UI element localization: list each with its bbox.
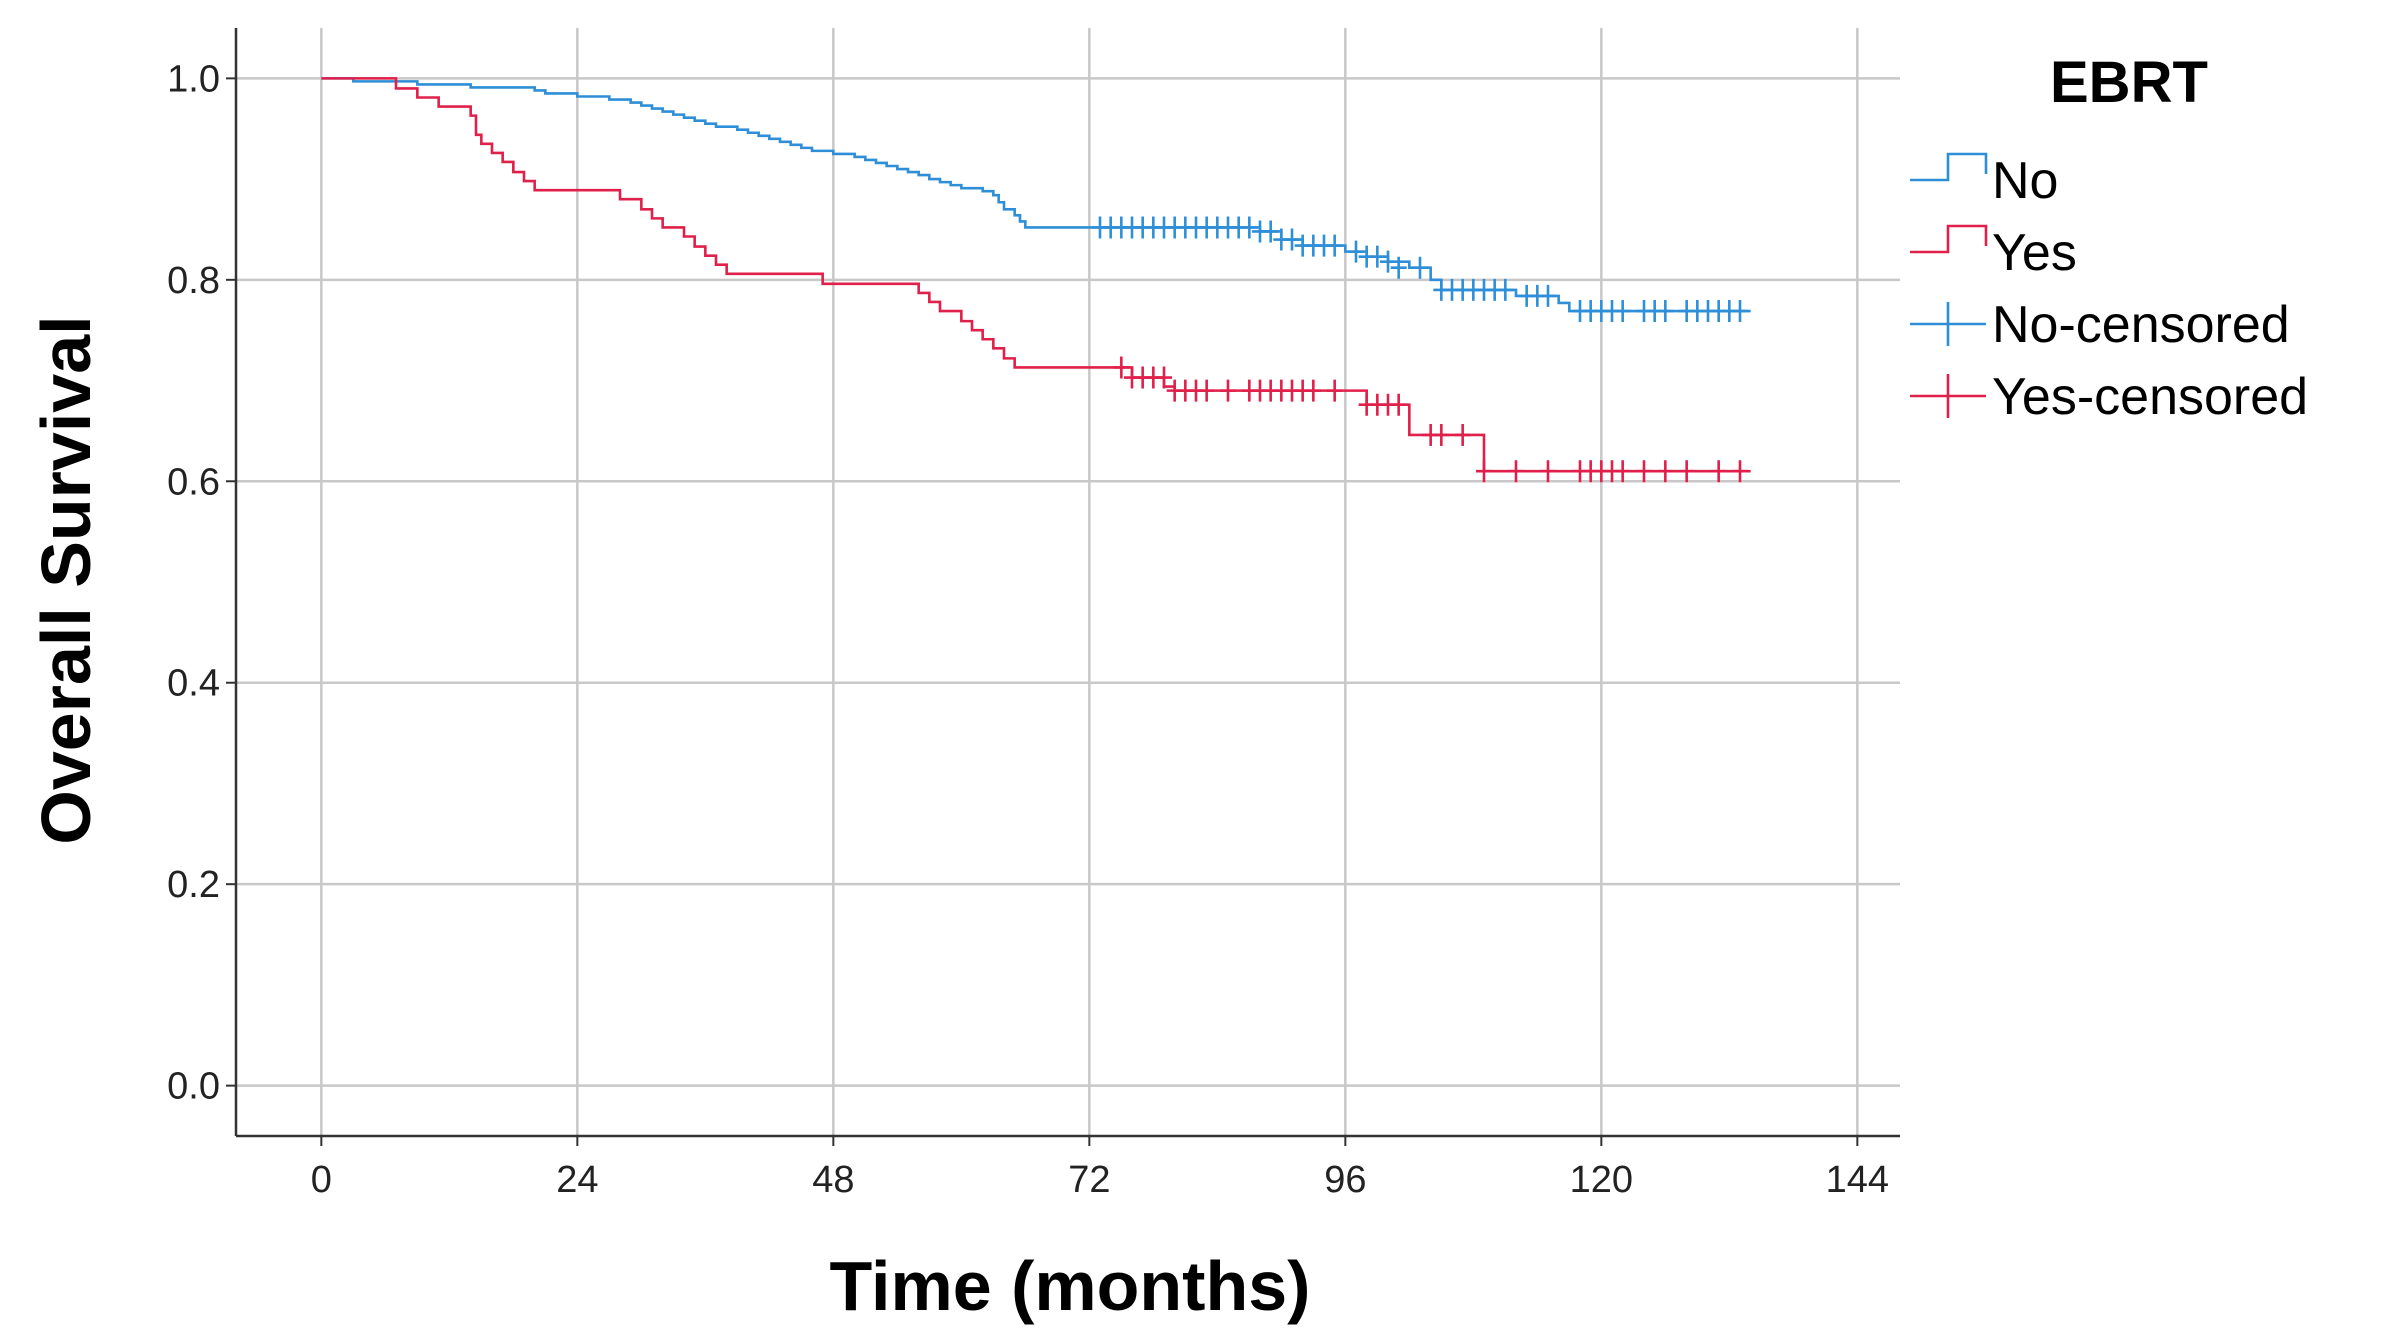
censor-mark-no [1326,234,1343,257]
y-tick-label: 0.6 [167,461,220,503]
censor-mark-yes [1678,460,1695,483]
censor-mark-yes [1305,379,1322,402]
censor-mark-no [1380,250,1396,273]
y-axis-title: Overall Survival [27,315,105,844]
censor-mark-no [1412,256,1428,279]
legend: EBRT No Yes No-censored Yes-censored [1910,50,2308,426]
axes-layer [226,28,1900,1146]
censor-mark-no [1614,300,1631,323]
censor-mark-yes [1390,393,1407,416]
legend-label: Yes [1992,224,2077,282]
y-tick-label: 0.8 [167,260,220,302]
y-tick-label: 0.4 [167,663,220,705]
legend-item-no: No [1910,152,2058,210]
legend-symbol-step [1910,224,1988,254]
legend-label: No-censored [1992,296,2290,354]
legend-label: No [1992,152,2058,210]
y-tick-label: 0.0 [167,1066,220,1108]
x-tick-label: 120 [1570,1159,1633,1201]
censor-mark-yes [1198,379,1215,402]
x-axis-title: Time (months) [830,1247,1311,1325]
censor-mark-yes [1540,460,1556,483]
censor-mark-yes [1454,423,1471,446]
x-tick-label: 72 [1068,1159,1110,1201]
censor-mark-no [1657,300,1674,323]
legend-item-yes: Yes [1910,224,2077,282]
censor-mark-yes [1220,379,1236,402]
legend-symbol-censored [1910,374,1986,418]
y-tick-label: 0.2 [167,864,220,906]
x-tick-label: 48 [812,1159,854,1201]
legend-item-yes-censored: Yes-censored [1910,368,2308,426]
x-tick-label: 24 [556,1159,598,1201]
legend-items: No Yes No-censored Yes-censored [1910,152,2308,426]
censor-mark-no [1390,256,1407,279]
x-tick-label: 0 [311,1159,332,1201]
censor-mark-yes [1156,366,1172,389]
censor-mark-no [1262,220,1279,243]
censor-mark-no [1348,240,1364,263]
y-tick-label: 1.0 [167,58,220,100]
censor-mark-yes [1113,356,1130,379]
x-tick-label: 96 [1324,1159,1366,1201]
legend-symbol-step [1910,152,1988,182]
censor-mark-yes [1636,460,1652,483]
censor-mark-no [1497,278,1514,301]
censor-mark-no [1369,245,1386,268]
censor-mark-yes [1476,460,1492,483]
tick-label-layer: 0 24 48 72 96 120 144 0.0 0.2 0.4 0.6 0.8 1.0 [167,58,1889,1201]
censor-mark-yes [1732,460,1748,483]
censor-mark-yes [1657,460,1674,483]
censor-mark-yes [1326,379,1343,402]
legend-label: Yes-censored [1992,368,2308,426]
legend-symbol-censored [1910,302,1986,346]
censor-mark-no [1284,228,1300,251]
x-tick-label: 144 [1826,1159,1889,1201]
censor-mark-yes [1710,460,1727,483]
censor-mark-no [1241,216,1258,239]
censor-mark-yes [1433,423,1450,446]
censor-mark-yes [1614,460,1631,483]
legend-title: EBRT [2050,50,2208,115]
legend-item-no-censored: No-censored [1910,296,2290,354]
censor-mark-no [1540,284,1556,307]
censor-mark-no [1732,300,1748,323]
censor-mark-yes [1508,460,1524,483]
series-layer [321,77,1751,483]
